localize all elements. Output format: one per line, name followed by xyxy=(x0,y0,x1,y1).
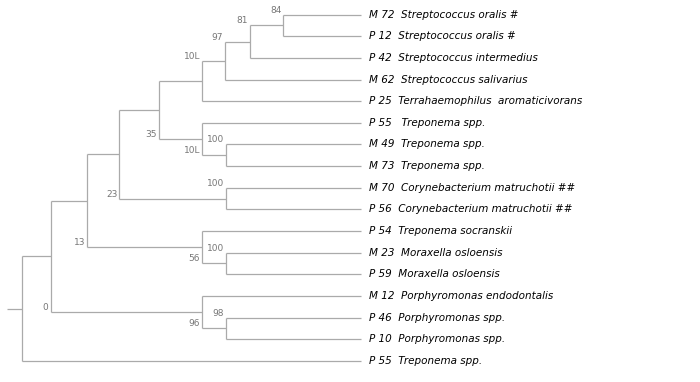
Text: M 70  Corynebacterium matruchotii ##: M 70 Corynebacterium matruchotii ## xyxy=(369,183,575,193)
Text: 84: 84 xyxy=(270,6,281,15)
Text: 35: 35 xyxy=(145,130,157,139)
Text: M 23  Moraxella osloensis: M 23 Moraxella osloensis xyxy=(369,248,503,258)
Text: 100: 100 xyxy=(207,136,224,144)
Text: 97: 97 xyxy=(211,33,223,42)
Text: 10L: 10L xyxy=(183,146,200,155)
Text: 81: 81 xyxy=(236,16,248,26)
Text: P 54  Treponema socranskii: P 54 Treponema socranskii xyxy=(369,226,512,236)
Text: P 12  Streptococcus oralis #: P 12 Streptococcus oralis # xyxy=(369,31,516,41)
Text: 23: 23 xyxy=(106,189,118,199)
Text: 96: 96 xyxy=(188,319,200,329)
Text: P 59  Moraxella osloensis: P 59 Moraxella osloensis xyxy=(369,269,500,279)
Text: M 62  Streptococcus salivarius: M 62 Streptococcus salivarius xyxy=(369,74,528,84)
Text: 56: 56 xyxy=(188,254,200,264)
Text: P 10  Porphyromonas spp.: P 10 Porphyromonas spp. xyxy=(369,334,505,344)
Text: 10L: 10L xyxy=(183,52,200,61)
Text: 100: 100 xyxy=(207,244,224,253)
Text: M 12  Porphyromonas endodontalis: M 12 Porphyromonas endodontalis xyxy=(369,291,554,301)
Text: M 72  Streptococcus oralis #: M 72 Streptococcus oralis # xyxy=(369,10,519,19)
Text: 0: 0 xyxy=(43,303,48,312)
Text: P 46  Porphyromonas spp.: P 46 Porphyromonas spp. xyxy=(369,312,505,322)
Text: P 42  Streptococcus intermedius: P 42 Streptococcus intermedius xyxy=(369,53,538,63)
Text: P 25  Terrahaemophilus  aromaticivorans: P 25 Terrahaemophilus aromaticivorans xyxy=(369,96,582,106)
Text: P 56  Corynebacterium matruchotii ##: P 56 Corynebacterium matruchotii ## xyxy=(369,204,573,214)
Text: M 73  Treponema spp.: M 73 Treponema spp. xyxy=(369,161,485,171)
Text: 100: 100 xyxy=(207,179,224,188)
Text: P 55  Treponema spp.: P 55 Treponema spp. xyxy=(369,356,482,366)
Text: P 55   Treponema spp.: P 55 Treponema spp. xyxy=(369,118,486,128)
Text: 98: 98 xyxy=(213,309,224,317)
Text: M 49  Treponema spp.: M 49 Treponema spp. xyxy=(369,139,485,149)
Text: 13: 13 xyxy=(74,238,85,247)
